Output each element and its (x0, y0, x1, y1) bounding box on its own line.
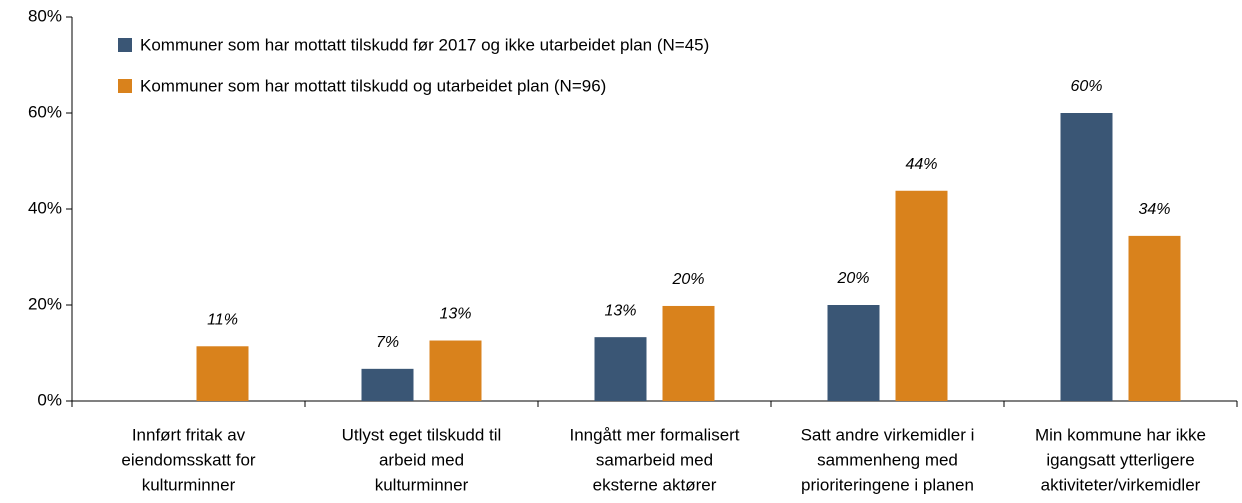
value-label: 34% (1138, 201, 1170, 218)
value-label: 60% (1070, 78, 1102, 95)
bar (361, 368, 414, 401)
x-tick-label: prioriteringene i planen (801, 475, 974, 494)
legend-swatch (118, 79, 132, 93)
x-tick-label: Innført fritak av (132, 425, 246, 444)
x-tick-label: aktiviteter/virkemidler (1041, 475, 1201, 494)
x-tick-label: arbeid med (379, 450, 464, 469)
x-tick-label: Utlyst eget tilskudd til (342, 425, 502, 444)
x-tick-label: Inngått mer formalisert (569, 425, 739, 444)
x-tick-label: Satt andre virkemidler i (801, 425, 975, 444)
value-label: 7% (376, 334, 399, 351)
legend-label: Kommuner som har mottatt tilskudd før 20… (140, 35, 709, 54)
value-label: 13% (604, 302, 636, 319)
y-tick-label: 20% (28, 294, 62, 313)
bar (429, 340, 482, 401)
bar (196, 346, 249, 401)
bar (1060, 113, 1113, 401)
x-tick-label: kulturminner (375, 475, 469, 494)
x-tick-label: igangsatt ytterligere (1046, 450, 1194, 469)
x-tick-label: Min kommune har ikke (1035, 425, 1206, 444)
y-tick-label: 60% (28, 102, 62, 121)
legend-label: Kommuner som har mottatt tilskudd og uta… (140, 76, 606, 95)
bar (895, 190, 948, 401)
x-tick-label: sammenheng med (817, 450, 958, 469)
x-tick-label: kulturminner (142, 475, 236, 494)
legend-swatch (118, 38, 132, 52)
y-tick-label: 40% (28, 198, 62, 217)
value-label: 44% (905, 156, 937, 173)
bar (594, 337, 647, 401)
value-label: 13% (439, 306, 471, 323)
x-tick-label: eksterne aktører (593, 475, 717, 494)
value-label: 11% (207, 311, 238, 328)
y-tick-label: 80% (28, 6, 62, 25)
bar (827, 305, 880, 401)
bar (1128, 235, 1181, 401)
x-tick-label: eiendomsskatt for (121, 450, 256, 469)
bar (662, 305, 715, 401)
y-tick-label: 0% (37, 390, 62, 409)
x-tick-label: samarbeid med (596, 450, 713, 469)
value-label: 20% (671, 271, 704, 288)
value-label: 20% (836, 270, 869, 287)
